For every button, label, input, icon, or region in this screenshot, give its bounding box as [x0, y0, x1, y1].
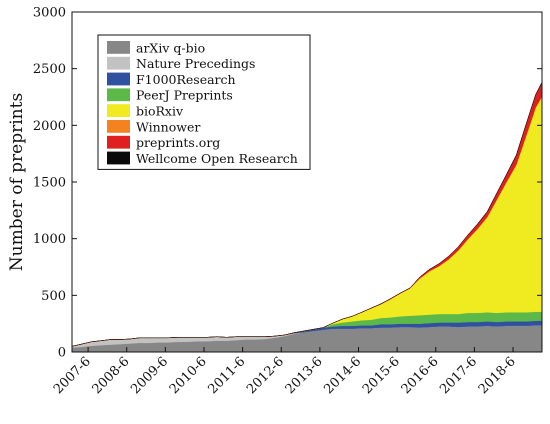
- legend-swatch-7: [107, 151, 130, 165]
- x-tick-label-9: 2016-6: [399, 354, 442, 397]
- legend-label-3: PeerJ Preprints: [136, 88, 233, 103]
- x-tick-label-11: 2018-6: [476, 354, 519, 397]
- legend-label-1: Nature Precedings: [136, 56, 255, 71]
- area-layers: [71, 81, 543, 353]
- x-tick-label-5: 2012-6: [244, 354, 287, 397]
- y-tick-label-2: 1000: [33, 232, 66, 247]
- x-tick-label-3: 2010-6: [167, 354, 210, 397]
- x-tick-label-2: 2009-6: [128, 354, 171, 397]
- legend-label-5: Winnower: [136, 119, 200, 134]
- x-axis: 2007-62008-62009-62010-62011-62012-62013…: [51, 347, 519, 397]
- y-tick-label-5: 2500: [33, 62, 66, 77]
- legend-swatch-3: [107, 88, 130, 102]
- x-tick-label-6: 2013-6: [283, 354, 326, 397]
- x-tick-label-0: 2007-6: [51, 354, 94, 397]
- legend-label-0: arXiv q-bio: [136, 40, 205, 55]
- legend-label-7: Wellcome Open Research: [136, 151, 298, 166]
- legend-swatch-4: [107, 104, 130, 117]
- y-tick-label-0: 0: [58, 346, 66, 361]
- y-axis: 0 500 1000 1500 2000 2500 3000: [33, 6, 542, 361]
- legend-label-6: preprints.org: [136, 135, 220, 150]
- y-tick-label-1: 500: [41, 289, 66, 304]
- x-tick-label-1: 2008-6: [90, 354, 133, 397]
- x-tick-label-8: 2015-6: [360, 354, 403, 397]
- x-tick-label-7: 2014-6: [321, 354, 364, 397]
- legend-swatch-6: [107, 135, 130, 149]
- legend-swatch-0: [107, 41, 130, 54]
- legend-swatch-5: [107, 120, 130, 133]
- legend-swatch-1: [107, 56, 130, 70]
- x-tick-label-4: 2011-6: [205, 354, 248, 397]
- legend-box: [97, 34, 311, 170]
- x-tick-label-10: 2017-6: [437, 354, 480, 397]
- y-tick-label-3: 1500: [33, 176, 66, 191]
- y-tick-label-4: 2000: [33, 119, 66, 134]
- legend-label-4: bioRxiv: [136, 104, 184, 119]
- legend-label-2: F1000Research: [136, 72, 236, 87]
- y-tick-label-6: 3000: [33, 6, 66, 21]
- legend-swatch-2: [107, 72, 130, 86]
- y-axis-title: Number of preprints: [7, 93, 27, 271]
